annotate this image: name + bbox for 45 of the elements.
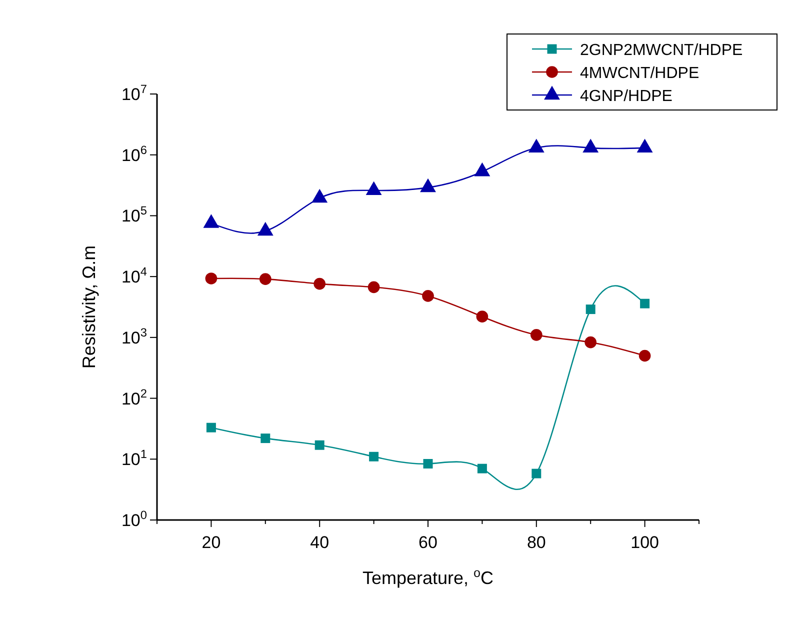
point [638, 350, 651, 362]
y-tick-label: 10$^{2}$ [121, 386, 148, 408]
point [203, 214, 220, 228]
point [420, 178, 436, 192]
y-tick-label: 10$^{5}$ [121, 204, 148, 226]
y-tick-label: 10$^{1}$ [121, 447, 148, 470]
legend-label: 2GNP2MWCNT/HDPE [580, 42, 743, 59]
point [528, 138, 544, 153]
point [312, 188, 328, 203]
point [368, 281, 380, 294]
y-tick-label: 10$^{0}$ [121, 508, 148, 530]
y-tick-label: 10$^{3}$ [121, 325, 148, 348]
x-tick-label: 40 [310, 533, 330, 552]
point [582, 138, 599, 153]
y-tick-label: 10$^{6}$ [121, 142, 148, 165]
point [586, 304, 596, 314]
point [206, 422, 216, 432]
x-tick-label: 80 [526, 533, 546, 552]
point [369, 452, 379, 462]
x-axis-title: Temperature, $^{o}$C [362, 566, 494, 588]
point [476, 310, 488, 322]
point [584, 336, 597, 348]
x-tick-label: 100 [630, 533, 659, 552]
point [314, 278, 326, 290]
point [636, 138, 653, 153]
point [530, 329, 542, 341]
y-tick-label: 10$^{4}$ [121, 264, 148, 287]
point [260, 434, 270, 444]
x-tick-label: 20 [202, 533, 221, 552]
point [423, 459, 433, 468]
point [422, 290, 434, 302]
point [640, 298, 650, 308]
point [532, 468, 542, 478]
y-axis-title: Resistivity, Ω.m [79, 245, 99, 369]
legend-label: 4GNP/HDPE [580, 88, 672, 105]
point [314, 440, 324, 450]
point [257, 222, 274, 236]
legend-label: 4MWCNT/HDPE [580, 65, 700, 82]
y-tick-label: 10$^{7}$ [121, 82, 148, 104]
point [259, 273, 272, 285]
point [205, 272, 218, 284]
point [477, 464, 487, 474]
point [474, 162, 490, 176]
x-tick-label: 60 [418, 533, 438, 552]
point [366, 181, 382, 196]
